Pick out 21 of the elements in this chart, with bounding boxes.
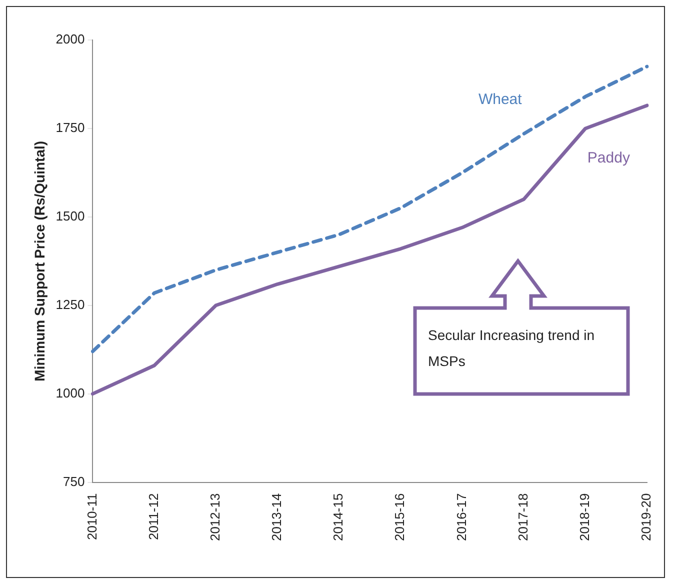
x-tick-label: 2019-20 [638,493,654,542]
x-tick-label: 2011-12 [146,493,161,540]
y-axis-title: Minimum Support Price (Rs/Quintal) [31,140,48,382]
series-label: Paddy [587,149,630,166]
x-tick-label: 2016-17 [454,493,469,542]
y-tick-label: 1750 [56,120,85,136]
y-tick-label: 1250 [56,296,85,312]
y-tick-label: 1000 [56,385,85,400]
x-tick-label: 2012-13 [207,493,222,542]
y-tick-label: 2000 [56,32,85,47]
x-tick-label: 2014-15 [330,493,346,542]
annotation: Secular Increasing trend in MSPs [428,326,596,371]
x-tick-label: 2018-19 [576,493,592,542]
line-series [90,64,649,354]
x-tick-label: 2015-16 [392,493,408,542]
y-tick-label: 1500 [56,208,85,224]
series-label: Wheat [478,90,523,108]
x-tick-label: 2013-14 [269,493,284,542]
x-tick-label: 2010-11 [84,493,100,540]
y-tick-label: 750 [63,474,85,489]
x-tick-label: 2017-18 [515,493,530,542]
